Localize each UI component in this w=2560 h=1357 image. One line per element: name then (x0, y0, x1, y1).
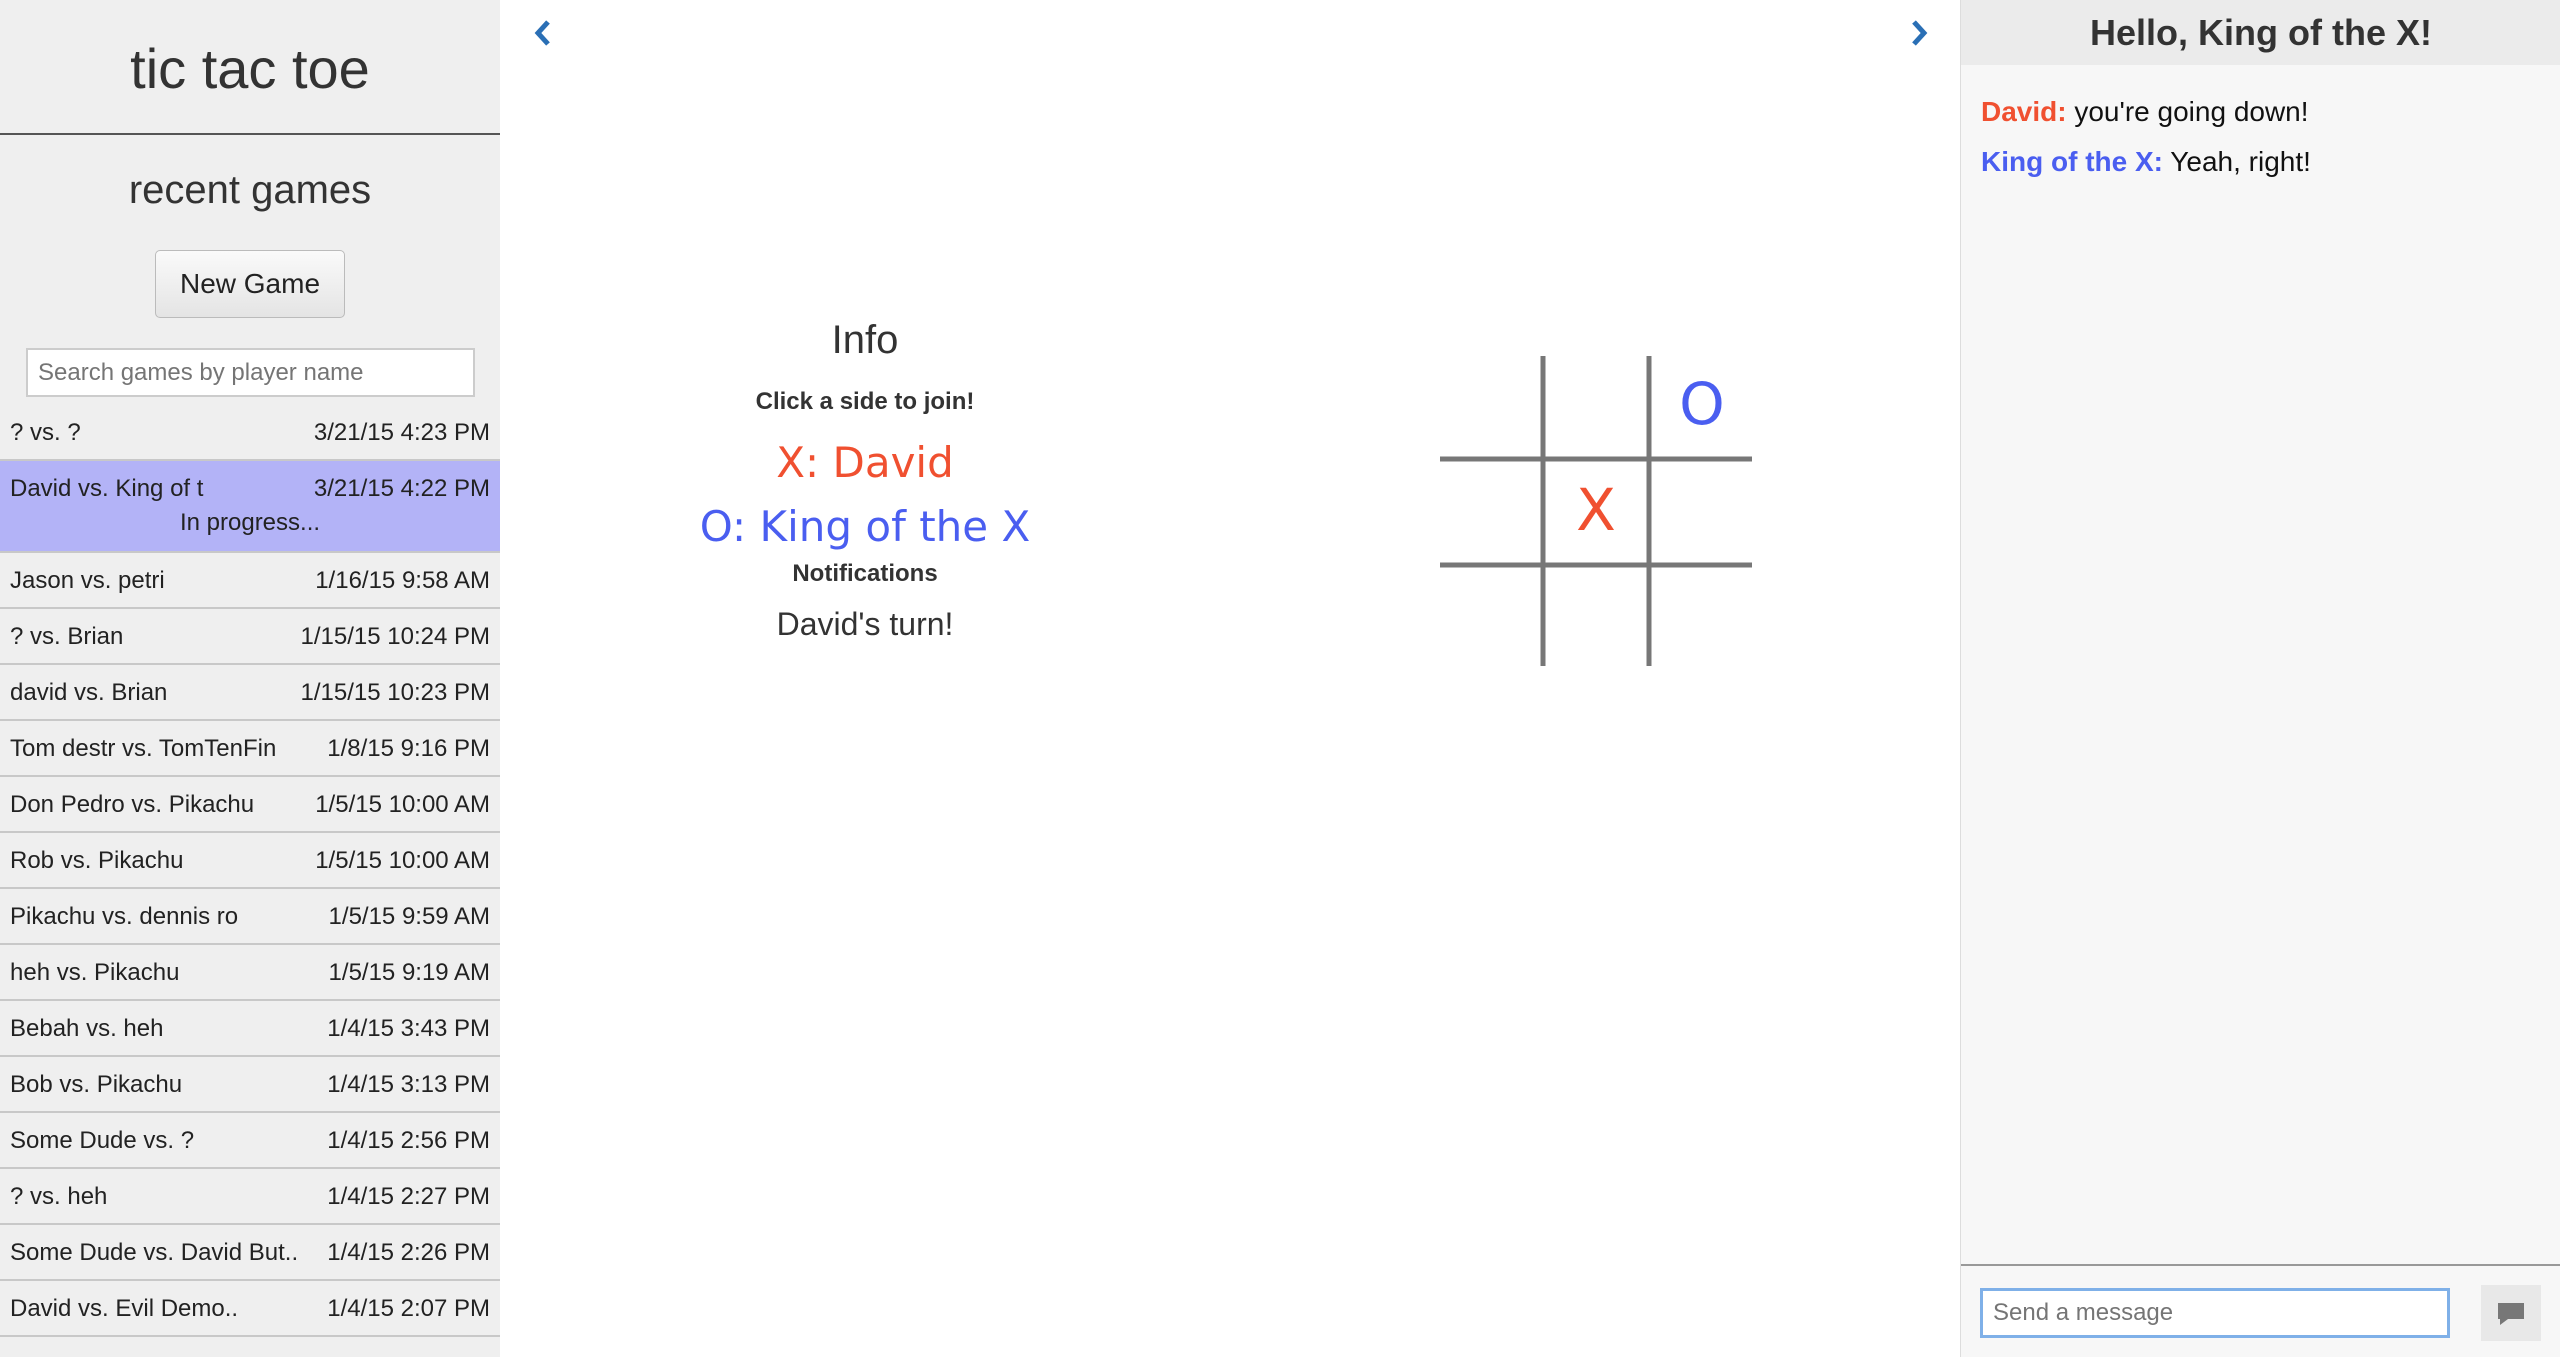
game-date: 1/4/15 3:13 PM (327, 1071, 490, 1098)
game-players: ? vs. ? (10, 419, 81, 446)
game-players: ? vs. heh (10, 1183, 108, 1210)
game-players: David vs. King of t (10, 475, 204, 502)
game-date: 1/5/15 10:00 AM (315, 847, 490, 874)
cell-mark[interactable]: O (1679, 370, 1725, 438)
game-date: 1/5/15 9:59 AM (328, 903, 490, 930)
new-game-button[interactable]: New Game (155, 250, 345, 318)
section-title: recent games (128, 168, 372, 212)
divider (1961, 1264, 2560, 1266)
search-input[interactable] (26, 348, 475, 397)
game-row[interactable]: Rob vs. Pikachu 1/5/15 10:00 AM (0, 833, 500, 889)
game-date: 1/15/15 10:24 PM (300, 623, 490, 650)
divider (0, 133, 500, 135)
greeting: Hello, King of the X! (1961, 0, 2560, 65)
game-row[interactable]: ? vs. Brian 1/15/15 10:24 PM (0, 609, 500, 665)
chat-text: you're going down! (2074, 96, 2309, 127)
game-players: Tom destr vs. TomTenFin (10, 735, 277, 762)
game-players: Bob vs. Pikachu (10, 1071, 183, 1098)
game-row[interactable]: Some Dude vs. ? 1/4/15 2:56 PM (0, 1113, 500, 1169)
player-o[interactable]: O: King of the X (699, 502, 1031, 551)
game-players: Don Pedro vs. Pikachu (10, 791, 255, 818)
game-players: Some Dude vs. ? (10, 1127, 195, 1154)
game-players: heh vs. Pikachu (10, 959, 180, 986)
game-row[interactable]: david vs. Brian 1/15/15 10:23 PM (0, 665, 500, 721)
game-date: 1/4/15 2:56 PM (327, 1127, 490, 1154)
game-date: 3/21/15 4:22 PM (313, 475, 490, 502)
next-arrow[interactable] (1908, 18, 1932, 48)
game-players: Rob vs. Pikachu (10, 847, 184, 874)
game-date: 1/8/15 9:16 PM (327, 735, 490, 762)
chat-message: King of the X: Yeah, right! (1981, 146, 2311, 196)
info-panel: Info Click a side to join! X: David O: K… (665, 318, 1065, 643)
game-row[interactable]: heh vs. Pikachu 1/5/15 9:19 AM (0, 945, 500, 1001)
game-date: 1/4/15 2:26 PM (327, 1239, 490, 1266)
game-date: 1/4/15 2:07 PM (327, 1295, 490, 1322)
game-players: david vs. Brian (10, 679, 168, 706)
game-row[interactable]: ? vs. ? 3/21/15 4:23 PM (0, 405, 500, 461)
game-date: 1/4/15 2:27 PM (327, 1183, 490, 1210)
game-row[interactable]: Don Pedro vs. Pikachu 1/5/15 10:00 AM (0, 777, 500, 833)
game-date: 1/16/15 9:58 AM (315, 567, 490, 594)
game-players: Pikachu vs. dennis ro (10, 903, 239, 930)
game-players: Bebah vs. heh (10, 1015, 164, 1042)
game-row[interactable]: David vs. King of t 3/21/15 4:22 PM In pro… (0, 461, 500, 553)
game-row[interactable]: Bob vs. Pikachu 1/4/15 3:13 PM (0, 1057, 500, 1113)
game-date: 3/21/15 4:23 PM (313, 419, 490, 446)
join-prompt: Click a side to join! (755, 388, 975, 415)
player-x[interactable]: X: David (776, 438, 954, 487)
game-players: Jason vs. petri (10, 567, 165, 594)
game-date: 1/15/15 10:23 PM (300, 679, 490, 706)
app-title: tic tac toe (130, 37, 370, 100)
game-players: Some Dude vs. David But.. (10, 1239, 299, 1266)
game-row[interactable]: Bebah vs. heh 1/4/15 3:43 PM (0, 1001, 500, 1057)
send-button[interactable] (2481, 1285, 2541, 1341)
game-date: 1/4/15 3:43 PM (327, 1015, 490, 1042)
sidebar: tic tac toe recent games New Game ? vs. … (0, 0, 500, 1357)
info-title: Info (831, 318, 899, 362)
game-date: 1/5/15 9:19 AM (328, 959, 490, 986)
chat-panel: Hello, King of the X! David: you're goin… (1960, 0, 2560, 1357)
game-row[interactable]: David vs. Evil Demo.. 1/4/15 2:07 PM (0, 1281, 500, 1337)
game-players: ? vs. Brian (10, 623, 124, 650)
game-row[interactable]: Pikachu vs. dennis ro 1/5/15 9:59 AM (0, 889, 500, 945)
cell-mark[interactable]: X (1576, 476, 1616, 544)
chat-sender: David: (1981, 96, 2067, 127)
chat-sender: King of the X: (1981, 146, 2163, 177)
game-row[interactable]: Tom destr vs. TomTenFin 1/8/15 9:16 PM (0, 721, 500, 777)
board: OX (1440, 356, 1752, 666)
messages: David: you're going down! King of the X: … (1981, 96, 2311, 196)
message-input[interactable] (1980, 1288, 2450, 1338)
game-row[interactable]: Some Dude vs. David But.. 1/4/15 2:26 PM (0, 1225, 500, 1281)
game-date: 1/5/15 10:00 AM (315, 791, 490, 818)
chat-text: Yeah, right! (2170, 146, 2311, 177)
game-row[interactable]: ? vs. heh 1/4/15 2:27 PM (0, 1169, 500, 1225)
notification: David's turn! (776, 606, 954, 642)
prev-arrow[interactable] (530, 18, 554, 48)
game-row[interactable]: Jason vs. petri 1/16/15 9:58 AM (0, 553, 500, 609)
notifications-title: Notifications (792, 560, 938, 587)
game-status: In progress... (179, 509, 321, 536)
game-players: David vs. Evil Demo.. (10, 1295, 239, 1322)
chat-message: David: you're going down! (1981, 96, 2311, 146)
